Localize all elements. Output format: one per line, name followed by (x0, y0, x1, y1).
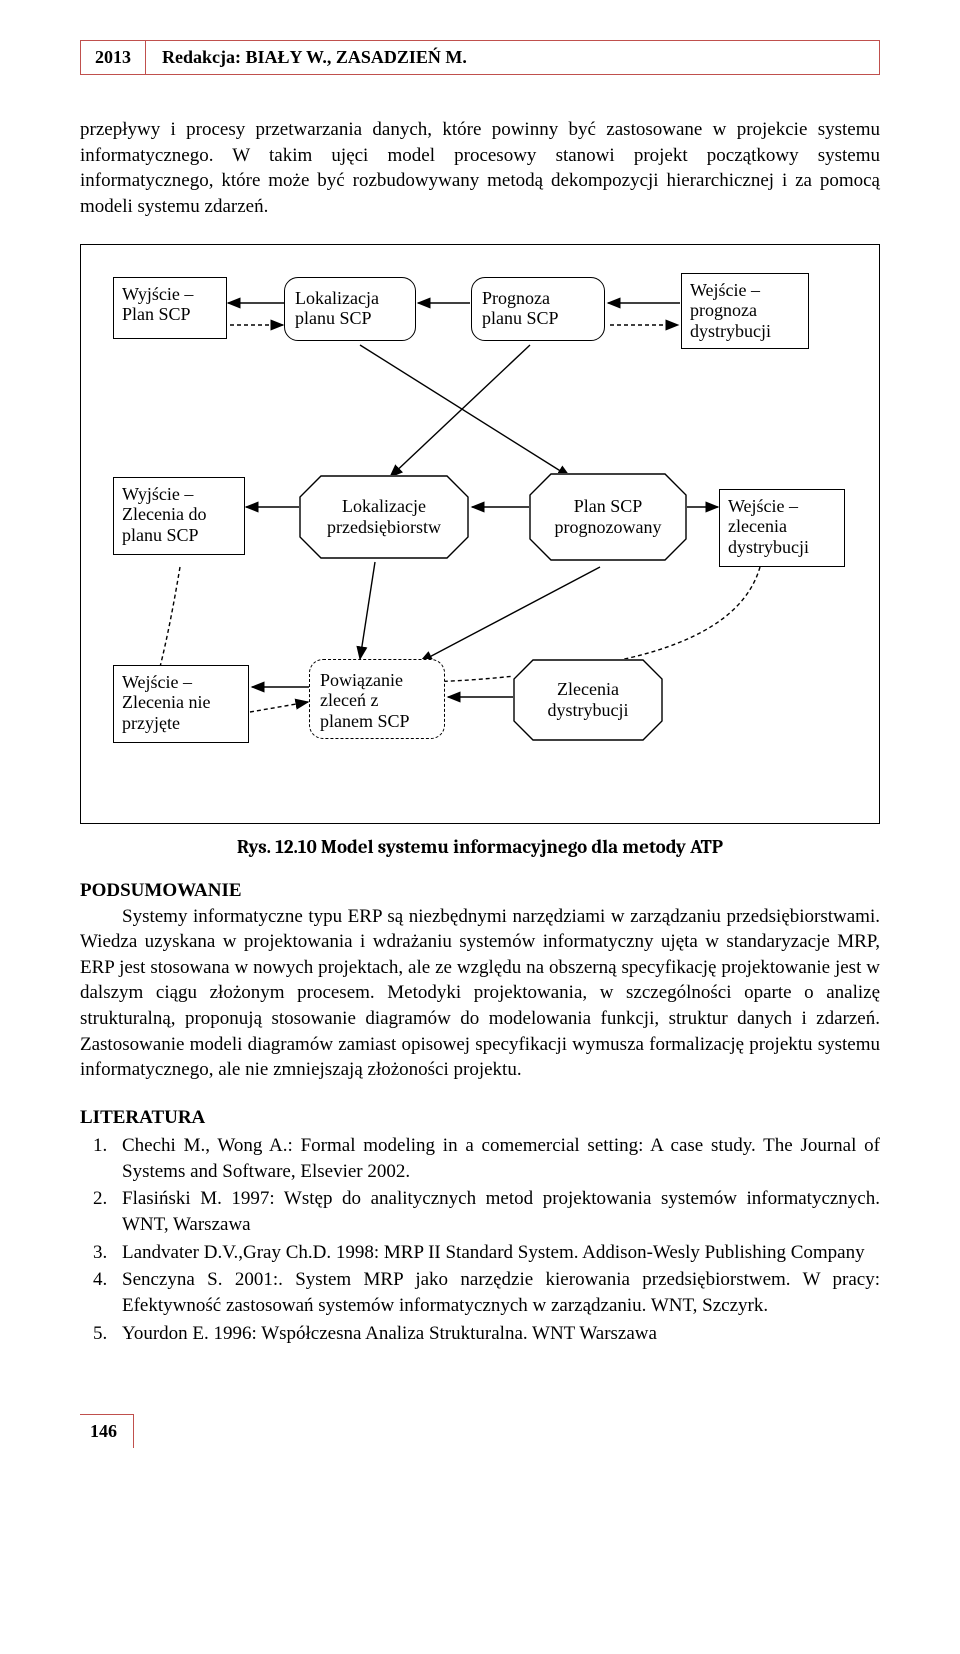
node-label: Prognozaplanu SCP (482, 288, 559, 329)
podsumowanie-text: Systemy informatyczne typu ERP są niezbę… (80, 904, 880, 1083)
node-label: Wyjście –Zlecenia doplanu SCP (122, 484, 206, 545)
node-wejscie-zlecenia-dys: Wejście –zleceniadystrybucji (719, 489, 845, 567)
node-prognoza-planu: Prognozaplanu SCP (471, 277, 605, 341)
node-lokalizacja-planu: Lokalizacjaplanu SCP (284, 277, 416, 341)
page-number-container: 146 (80, 1414, 880, 1448)
node-label: Powiązaniezleceń zplanem SCP (320, 670, 410, 731)
literature-list: Chechi M., Wong A.: Formal modeling in a… (80, 1133, 880, 1346)
intro-paragraph: przepływy i procesy przetwarzania danych… (80, 117, 880, 220)
header-redakcja: Redakcja: BIAŁY W., ZASADZIEŃ M. (146, 40, 880, 75)
node-plan-scp-prog: Plan SCPprognozowany (529, 473, 687, 561)
atp-diagram: Wyjście –Plan SCP Lokalizacjaplanu SCP P… (99, 267, 861, 797)
node-label: Lokalizacjeprzedsiębiorstw (321, 492, 447, 541)
node-zlecenia-dystrybucji: Zleceniadystrybucji (513, 659, 663, 741)
lit-item: Senczyna S. 2001:. System MRP jako narzę… (112, 1267, 880, 1318)
lit-item: Yourdon E. 1996: Współczesna Analiza Str… (112, 1321, 880, 1347)
node-label: Wyjście –Plan SCP (122, 284, 193, 325)
page-header: 2013 Redakcja: BIAŁY W., ZASADZIEŃ M. (80, 40, 880, 75)
literatura-heading: LITERATURA (80, 1107, 880, 1129)
header-year: 2013 (80, 40, 146, 75)
podsumowanie-heading: PODSUMOWANIE (80, 880, 880, 902)
node-label: Lokalizacjaplanu SCP (295, 288, 379, 329)
node-wyjscie-plan-scp: Wyjście –Plan SCP (113, 277, 227, 339)
node-wyjscie-zlecenia: Wyjście –Zlecenia doplanu SCP (113, 477, 245, 555)
diagram-container: Wyjście –Plan SCP Lokalizacjaplanu SCP P… (80, 244, 880, 824)
figure-caption: Rys. 12.10 Model systemu informacyjnego … (80, 836, 880, 858)
node-wejscie-prognoza: Wejście –prognozadystrybucji (681, 273, 809, 349)
node-label: Zleceniadystrybucji (542, 675, 635, 724)
node-label: Wejście –Zlecenia nieprzyjęte (122, 672, 210, 733)
node-powiazanie-zlecen: Powiązaniezleceń zplanem SCP (309, 659, 445, 739)
node-lokalizacje-przeds: Lokalizacjeprzedsiębiorstw (299, 475, 469, 559)
node-label: Plan SCPprognozowany (549, 492, 668, 541)
node-label: Wejście –prognozadystrybucji (690, 280, 771, 341)
node-wejscie-zlecenia-nie: Wejście –Zlecenia nieprzyjęte (113, 665, 249, 743)
lit-item: Chechi M., Wong A.: Formal modeling in a… (112, 1133, 880, 1184)
lit-item: Landvater D.V.,Gray Ch.D. 1998: MRP II S… (112, 1240, 880, 1266)
lit-item: Flasiński M. 1997: Wstęp do analitycznyc… (112, 1186, 880, 1237)
node-label: Wejście –zleceniadystrybucji (728, 496, 809, 557)
page-number: 146 (80, 1414, 134, 1448)
